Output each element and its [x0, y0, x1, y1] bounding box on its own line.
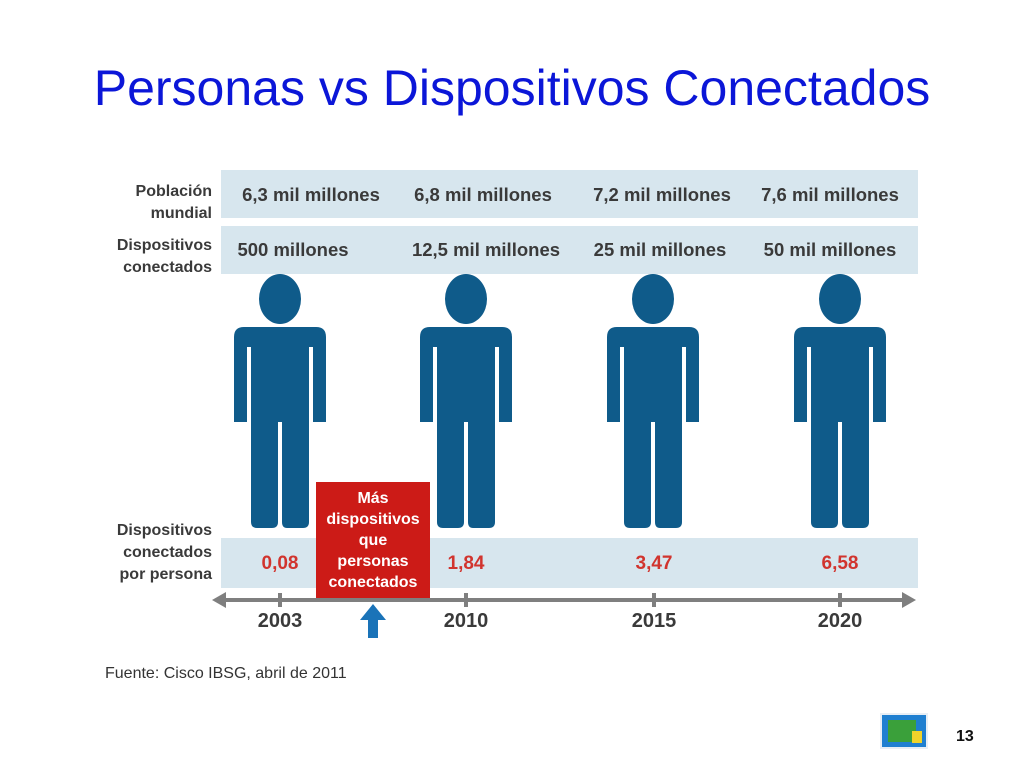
- devices-per-person-value: 1,84: [447, 553, 485, 574]
- timeline-left-arrow-icon: [212, 592, 226, 608]
- devices-value: 25 mil millones: [593, 239, 727, 260]
- year-tick: [838, 593, 842, 607]
- row-label-line: Dispositivos: [116, 522, 212, 539]
- person-icon: [794, 274, 886, 528]
- person-icon: [234, 274, 326, 528]
- timeline-right-arrow-icon: [902, 592, 916, 608]
- population-value: 6,8 mil millones: [414, 184, 552, 205]
- devices-per-person-value: 0,08: [261, 553, 299, 574]
- source-note: Fuente: Cisco IBSG, abril de 2011: [105, 665, 347, 682]
- row-label-per-person: Dispositivos conectados por persona: [117, 520, 212, 586]
- year-tick: [652, 593, 656, 607]
- row-label-line: mundial: [150, 205, 212, 222]
- row-label-population: Población mundial: [136, 181, 212, 225]
- devices-per-person-value: 6,58: [821, 553, 859, 574]
- callout-line: Más: [357, 490, 389, 507]
- callout-box: Más dispositivos que personas conectados: [316, 482, 430, 598]
- callout-line: personas: [337, 553, 409, 570]
- logo-icon: [880, 713, 928, 749]
- population-value: 6,3 mil millones: [242, 184, 380, 205]
- person-icon: [607, 274, 699, 528]
- devices-band: [221, 226, 918, 274]
- page-title: Personas vs Dispositivos Conectados: [93, 60, 931, 116]
- row-label-line: conectados: [123, 259, 212, 276]
- year-label: 2015: [631, 610, 677, 632]
- up-arrow-icon: [360, 604, 386, 638]
- devices-value: 50 mil millones: [763, 239, 897, 260]
- callout-line: que: [358, 532, 388, 549]
- row-label-line: Población: [135, 183, 212, 200]
- year-tick: [464, 593, 468, 607]
- population-value: 7,6 mil millones: [761, 184, 899, 205]
- row-label-line: Dispositivos: [116, 237, 212, 254]
- person-icon: [420, 274, 512, 528]
- devices-value: 500 millones: [237, 239, 349, 260]
- row-label-line: conectados: [123, 544, 212, 561]
- row-label-line: por persona: [119, 566, 212, 583]
- page-number: 13: [956, 728, 974, 745]
- row-label-devices: Dispositivos conectados: [117, 235, 212, 279]
- devices-per-person-value: 3,47: [635, 553, 673, 574]
- population-band: [221, 170, 918, 218]
- year-label: 2010: [443, 610, 489, 632]
- population-value: 7,2 mil millones: [593, 184, 731, 205]
- year-label: 2003: [257, 610, 303, 632]
- year-label: 2020: [817, 610, 863, 632]
- year-tick: [278, 593, 282, 607]
- devices-value: 12,5 mil millones: [411, 239, 561, 260]
- callout-line: conectados: [328, 574, 418, 591]
- callout-line: dispositivos: [326, 511, 420, 528]
